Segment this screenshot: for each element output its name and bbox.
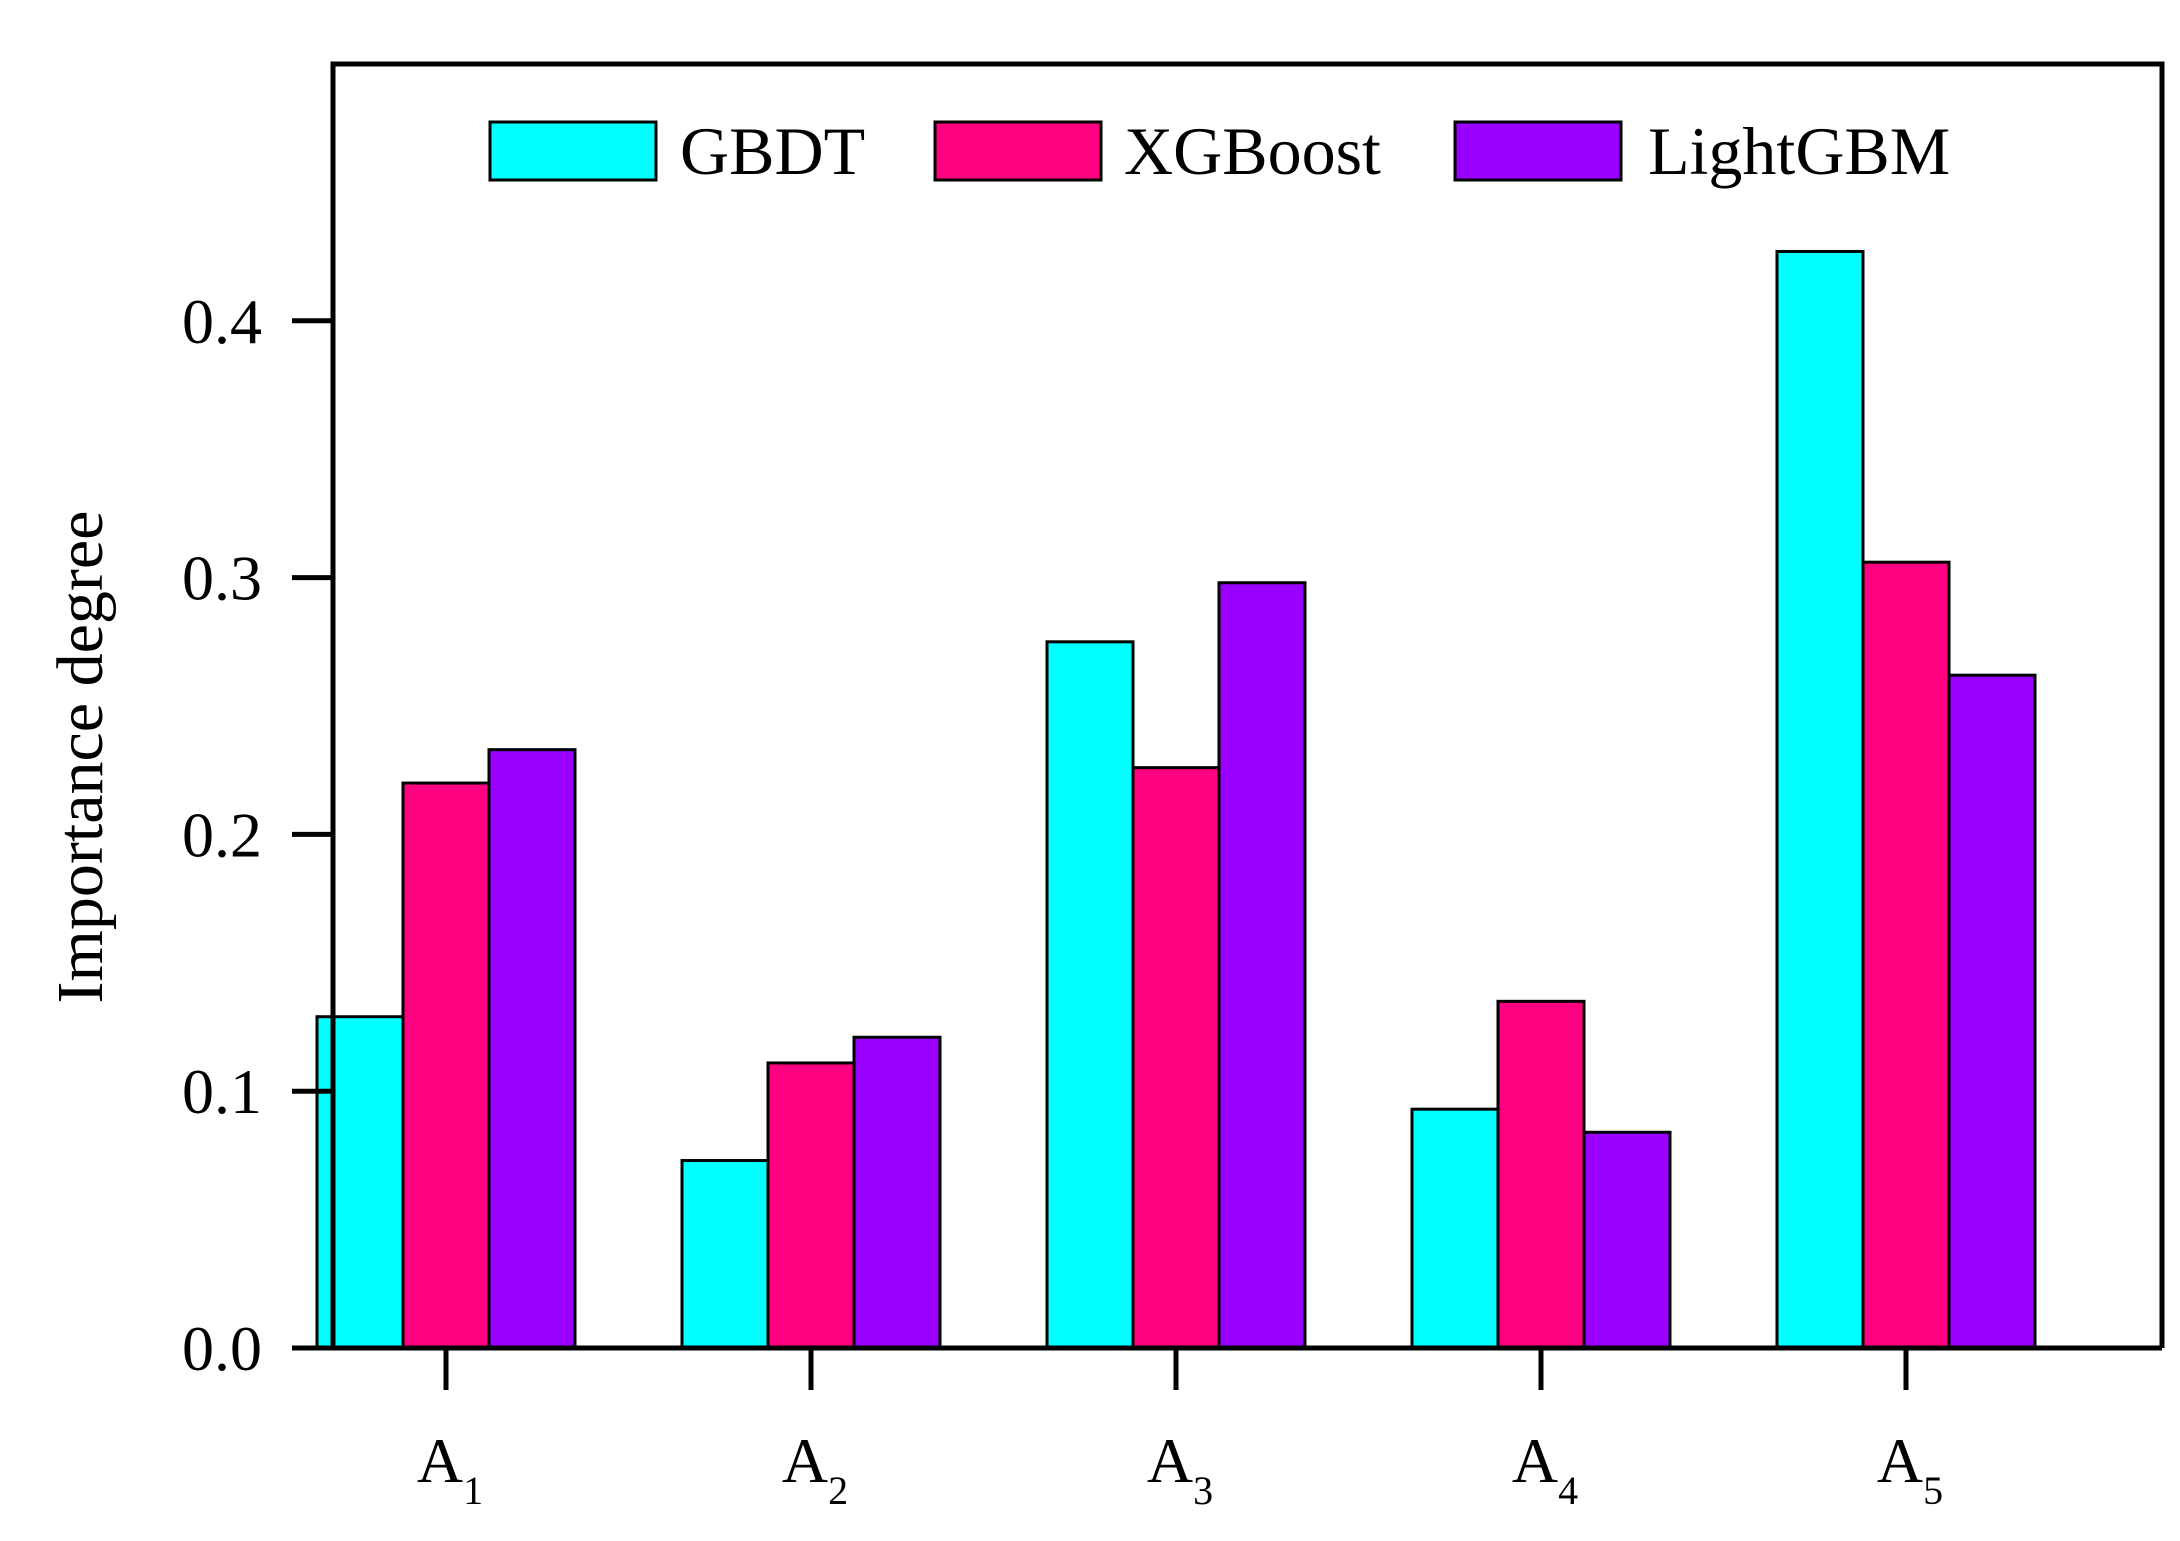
bar-lightgbm-4 <box>1582 1130 1672 1350</box>
x-tick-label-3: A3 <box>1147 1425 1213 1513</box>
bar-lightgbm-3 <box>1217 581 1307 1350</box>
y-tick-label-2: 0.2 <box>182 799 262 870</box>
bar-gbdt-3 <box>1045 640 1135 1350</box>
bar-xgboost-1 <box>401 781 491 1350</box>
x-tick-label-2: A2 <box>782 1425 848 1513</box>
axes-layer: 0.0 0.1 0.2 0.3 0.4 A1 A2 A3 A4 A5 <box>182 61 2165 1513</box>
legend-swatch-gbdt <box>488 120 658 182</box>
bar-lightgbm-2 <box>852 1035 942 1350</box>
y-tick-label-4: 0.4 <box>182 286 262 357</box>
plot-frame <box>330 61 2165 1348</box>
x-tick-label-4: A4 <box>1512 1425 1578 1513</box>
bar-lightgbm-5 <box>1947 673 2037 1350</box>
legend-label-xgboost: XGBoost <box>1124 113 1381 189</box>
legend-label-gbdt: GBDT <box>680 113 865 189</box>
legend-label-lightgbm: LightGBM <box>1648 113 1950 189</box>
x-tick-label-1: A1 <box>417 1425 483 1513</box>
bar-gbdt-5 <box>1775 249 1865 1350</box>
x-tick-label-5: A5 <box>1877 1425 1943 1513</box>
bar-xgboost-5 <box>1861 560 1951 1350</box>
bar-xgboost-2 <box>766 1061 856 1350</box>
bar-lightgbm-1 <box>487 748 577 1350</box>
bar-gbdt-1 <box>315 1015 405 1350</box>
bar-gbdt-4 <box>1410 1107 1500 1350</box>
legend-swatch-xgboost <box>933 120 1103 182</box>
bar-xgboost-3 <box>1131 766 1221 1350</box>
y-axis-title: Importance degree <box>44 511 117 1004</box>
bar-gbdt-2 <box>680 1159 770 1350</box>
legend-swatch-lightgbm <box>1453 120 1623 182</box>
bars-layer <box>315 249 2037 1350</box>
legend: GBDT XGBoost LightGBM <box>488 113 1950 189</box>
y-tick-label-3: 0.3 <box>182 543 262 614</box>
y-tick-label-1: 0.1 <box>182 1056 262 1127</box>
y-tick-label-0: 0.0 <box>182 1313 262 1384</box>
bar-xgboost-4 <box>1496 999 1586 1350</box>
